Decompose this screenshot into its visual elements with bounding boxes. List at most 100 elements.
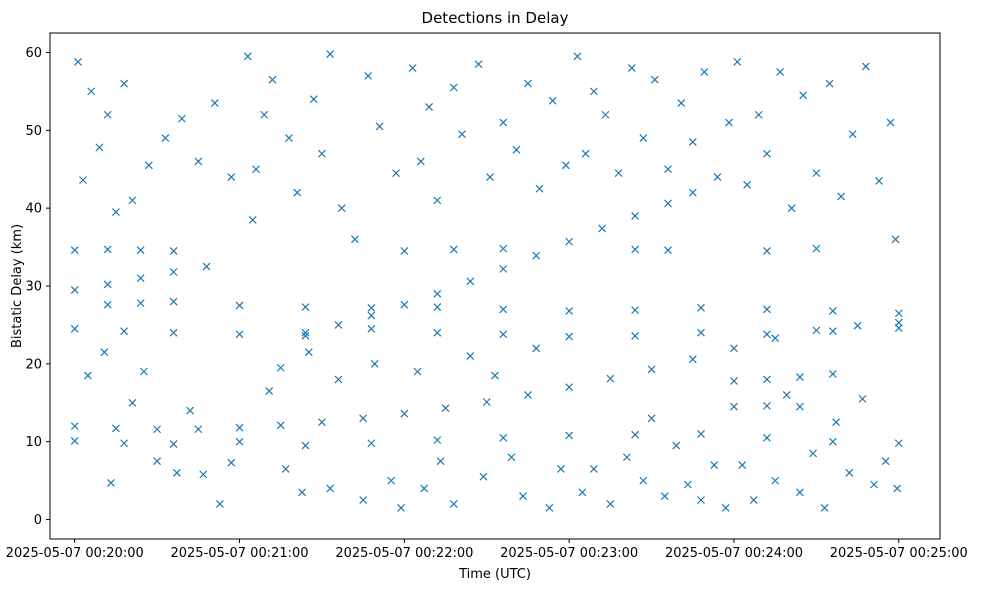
- data-point: [730, 344, 738, 353]
- data-point: [298, 488, 307, 497]
- data-point: [449, 83, 458, 92]
- x-axis-label: Time (UTC): [458, 567, 531, 582]
- data-point: [364, 71, 373, 80]
- data-point: [436, 457, 445, 466]
- data-point: [606, 374, 615, 383]
- data-point: [474, 60, 483, 69]
- data-point: [631, 245, 640, 254]
- data-point: [776, 67, 785, 76]
- data-point: [304, 348, 313, 357]
- data-point: [697, 328, 705, 337]
- data-point: [561, 161, 570, 170]
- data-point: [252, 165, 260, 174]
- data-point: [276, 421, 285, 430]
- data-point: [153, 457, 162, 466]
- data-point: [235, 423, 244, 432]
- data-point: [721, 503, 730, 512]
- data-point: [425, 103, 433, 111]
- data-point: [894, 324, 903, 332]
- data-point: [664, 165, 672, 174]
- data-point: [449, 245, 458, 254]
- data-point: [795, 402, 804, 411]
- data-point: [565, 383, 574, 392]
- data-point: [194, 425, 203, 434]
- data-point: [631, 212, 640, 220]
- data-point: [589, 87, 598, 96]
- data-point: [433, 328, 442, 337]
- data-point: [268, 75, 277, 84]
- data-point: [688, 188, 697, 197]
- data-point: [845, 468, 854, 477]
- data-point: [725, 118, 733, 127]
- data-point: [787, 204, 796, 213]
- data-point: [812, 244, 821, 253]
- data-point: [532, 251, 541, 260]
- data-point: [83, 371, 92, 380]
- data-point: [301, 328, 310, 337]
- data-point: [763, 401, 771, 410]
- data-point: [235, 330, 244, 339]
- data-point: [697, 303, 705, 312]
- data-point: [738, 461, 747, 469]
- data-point: [281, 465, 290, 473]
- data-point: [120, 327, 129, 336]
- data-point: [647, 414, 656, 423]
- data-point: [524, 391, 532, 399]
- data-point: [700, 67, 709, 76]
- y-tick-label: 50: [25, 124, 42, 139]
- data-point: [87, 87, 96, 96]
- data-point: [565, 237, 574, 246]
- data-point: [400, 300, 409, 309]
- data-point: [337, 204, 346, 213]
- data-point: [70, 436, 79, 445]
- data-point: [743, 180, 752, 189]
- data-point: [519, 492, 527, 501]
- data-point: [875, 176, 883, 185]
- data-point: [186, 406, 195, 415]
- data-point: [413, 367, 422, 376]
- data-point: [235, 437, 244, 446]
- data-point: [837, 192, 846, 201]
- data-point: [449, 500, 458, 508]
- data-point: [870, 480, 878, 489]
- data-point: [606, 500, 615, 508]
- data-point: [248, 215, 257, 224]
- data-point: [367, 311, 376, 320]
- data-point: [276, 363, 285, 372]
- data-point: [482, 398, 491, 406]
- data-point: [557, 465, 565, 473]
- data-point: [420, 484, 429, 493]
- y-axis-label: Bistatic Delay (km): [10, 224, 25, 348]
- data-point: [799, 91, 808, 100]
- data-point: [598, 224, 607, 233]
- data-point: [524, 79, 532, 88]
- data-point: [763, 330, 771, 339]
- data-point: [688, 355, 697, 364]
- data-point: [100, 348, 109, 357]
- x-tick-label: 2025-05-07 00:20:00: [6, 546, 144, 561]
- data-point: [664, 246, 672, 255]
- data-point: [763, 305, 771, 314]
- data-point: [309, 95, 318, 104]
- data-point: [433, 436, 442, 445]
- data-point: [812, 326, 821, 335]
- y-axis-ticks: 0 10 20 30 40 50 60: [25, 46, 50, 528]
- data-point: [754, 110, 763, 119]
- data-point: [112, 424, 120, 433]
- data-point: [647, 365, 656, 374]
- data-point: [285, 134, 293, 143]
- data-point: [128, 398, 137, 407]
- data-point: [828, 370, 837, 378]
- data-point: [622, 453, 631, 462]
- y-tick-label: 60: [25, 46, 42, 61]
- data-point: [433, 196, 442, 205]
- data-point: [169, 297, 178, 306]
- data-point: [136, 299, 145, 308]
- data-point: [532, 344, 541, 353]
- data-point: [697, 429, 705, 438]
- data-point: [120, 439, 129, 448]
- data-point: [749, 496, 758, 505]
- data-point: [199, 470, 208, 479]
- data-point: [79, 176, 87, 185]
- data-point: [107, 479, 115, 487]
